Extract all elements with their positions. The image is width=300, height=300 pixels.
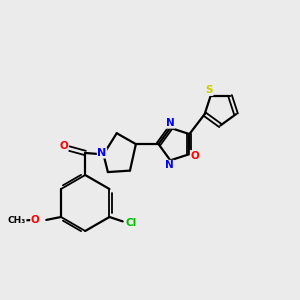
Text: N: N	[165, 160, 174, 170]
Text: O: O	[59, 141, 68, 151]
Text: N: N	[166, 118, 175, 128]
Text: O: O	[190, 151, 199, 160]
Text: Cl: Cl	[125, 218, 136, 228]
Text: O: O	[31, 215, 40, 225]
Text: CH₃: CH₃	[8, 216, 26, 225]
Text: S: S	[206, 85, 213, 95]
Text: N: N	[98, 148, 106, 158]
